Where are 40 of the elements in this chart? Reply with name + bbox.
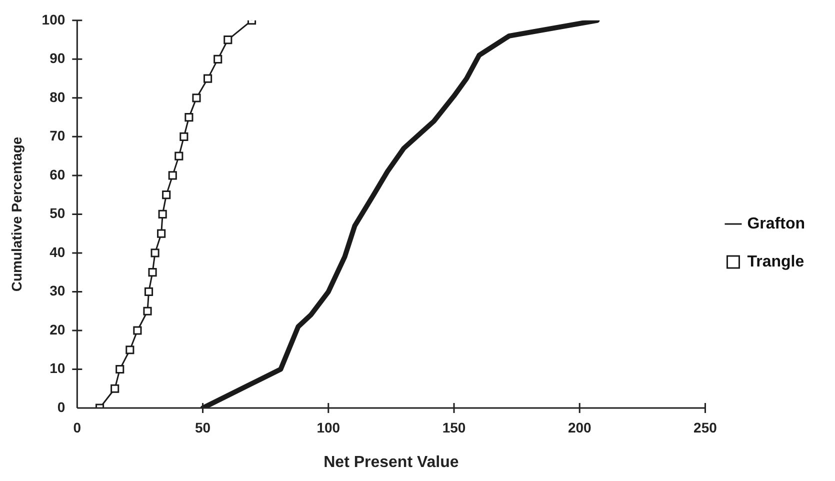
y-tick-label: 30 [50, 282, 66, 299]
point [204, 74, 212, 83]
y-tick-label: 20 [50, 321, 66, 338]
x-tick-label: 0 [73, 419, 82, 436]
y-tick-label: 90 [50, 50, 66, 66]
y-tick-label: 80 [50, 88, 66, 105]
y-axis-title: Cumulative Percentage [8, 136, 24, 292]
y-tick-label: 0 [57, 398, 66, 415]
x-tick-label: 100 [316, 419, 340, 436]
point [168, 171, 177, 180]
point [133, 326, 142, 335]
y-tick-label: 70 [50, 128, 66, 144]
point [126, 346, 134, 354]
y-tick-label: 50 [50, 205, 66, 222]
point [214, 54, 222, 64]
point [157, 229, 166, 238]
point [158, 210, 167, 218]
point [116, 364, 124, 374]
x-tick-label: 200 [568, 419, 592, 436]
x-tick-label: 150 [442, 419, 466, 436]
legend-label: Trangle [747, 253, 804, 270]
point [143, 306, 152, 316]
x-tick-label: 50 [194, 419, 211, 436]
point [144, 287, 154, 296]
point [110, 384, 120, 393]
y-tick-label: 10 [50, 360, 66, 376]
y-tick-label: 100 [42, 11, 66, 28]
point [174, 152, 184, 160]
point [192, 94, 201, 102]
point [162, 190, 171, 200]
point [180, 132, 188, 141]
y-tick-label: 40 [50, 244, 66, 260]
point [150, 248, 160, 258]
x-axis-title: Net Present Value [324, 454, 459, 471]
legend-label: Grafton [747, 215, 806, 232]
point [148, 268, 157, 277]
y-tick-label: 60 [50, 166, 66, 182]
point [184, 113, 194, 122]
point [224, 35, 232, 44]
x-tick-label: 250 [694, 419, 718, 436]
